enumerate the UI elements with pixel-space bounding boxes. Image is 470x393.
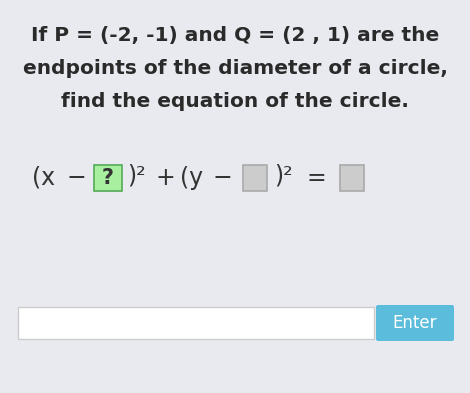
Text: endpoints of the diameter of a circle,: endpoints of the diameter of a circle,: [23, 59, 447, 78]
FancyBboxPatch shape: [18, 307, 374, 339]
FancyBboxPatch shape: [376, 305, 454, 341]
Text: =: =: [306, 166, 326, 190]
Text: Enter: Enter: [393, 314, 437, 332]
Text: )²: )²: [274, 164, 292, 188]
Text: −: −: [212, 166, 232, 190]
FancyBboxPatch shape: [340, 165, 364, 191]
Text: find the equation of the circle.: find the equation of the circle.: [61, 92, 409, 111]
Text: )²: )²: [127, 164, 145, 188]
FancyBboxPatch shape: [94, 165, 122, 191]
Text: ?: ?: [102, 168, 114, 188]
Text: +: +: [155, 166, 175, 190]
Text: (y: (y: [180, 166, 204, 190]
Text: −: −: [66, 166, 86, 190]
Text: If P = (-2, -1) and Q = (2 , 1) are the: If P = (-2, -1) and Q = (2 , 1) are the: [31, 26, 439, 45]
FancyBboxPatch shape: [243, 165, 267, 191]
Text: (x: (x: [32, 166, 55, 190]
